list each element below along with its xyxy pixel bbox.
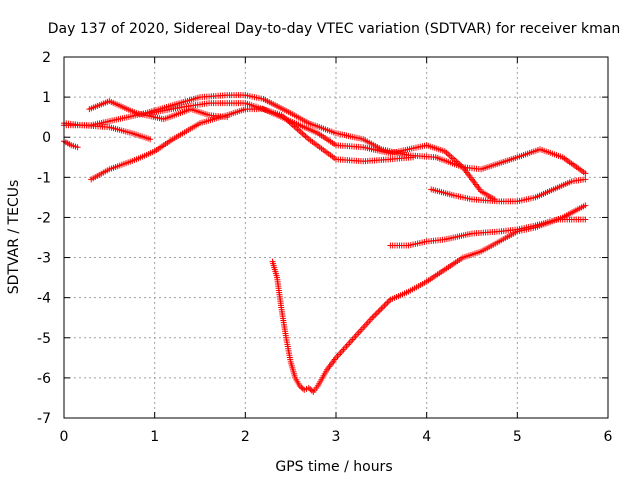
y-tick-label: -5: [37, 331, 51, 347]
x-tick-label: 0: [60, 429, 69, 445]
y-tick-label: -3: [37, 251, 51, 267]
chart-title: Day 137 of 2020, Sidereal Day-to-day VTE…: [48, 21, 620, 37]
x-tick-label: 6: [604, 429, 613, 445]
data-point: [410, 154, 417, 161]
grid: [64, 57, 608, 418]
y-tick-label: -4: [37, 291, 51, 307]
data-point: [74, 144, 81, 151]
series-track-6: [147, 100, 417, 165]
series-track-7: [428, 176, 589, 205]
y-tick-label: -7: [37, 411, 51, 427]
y-tick-label: -2: [37, 210, 51, 226]
y-tick-label: -1: [37, 170, 51, 186]
x-tick-label: 3: [332, 429, 341, 445]
y-tick-label: -6: [37, 371, 51, 387]
data-point: [582, 216, 589, 223]
x-tick-label: 2: [241, 429, 250, 445]
data-point: [582, 170, 589, 177]
y-tick-label: 0: [42, 130, 51, 146]
data-points: [61, 92, 589, 395]
x-axis-label: GPS time / hours: [275, 459, 392, 475]
y-tick-label: 2: [42, 50, 51, 66]
y-tick-label: 1: [42, 90, 51, 106]
data-point: [582, 202, 589, 209]
plot-frame: [63, 56, 609, 419]
series-track-3: [86, 98, 231, 123]
series-track-9: [269, 202, 589, 395]
x-tick-label: 1: [150, 429, 159, 445]
y-axis-label: SDTVAR / TECUs: [6, 180, 22, 295]
tick-labels: 0 1 2 3 4 5 6 2 1 0 -1 -2 -3 -4 -5 -6 -7: [37, 50, 613, 445]
x-tick-label: 5: [513, 429, 522, 445]
series-track-4: [61, 92, 589, 177]
x-tick-label: 4: [422, 429, 431, 445]
data-point: [582, 176, 589, 183]
data-point: [147, 136, 154, 143]
